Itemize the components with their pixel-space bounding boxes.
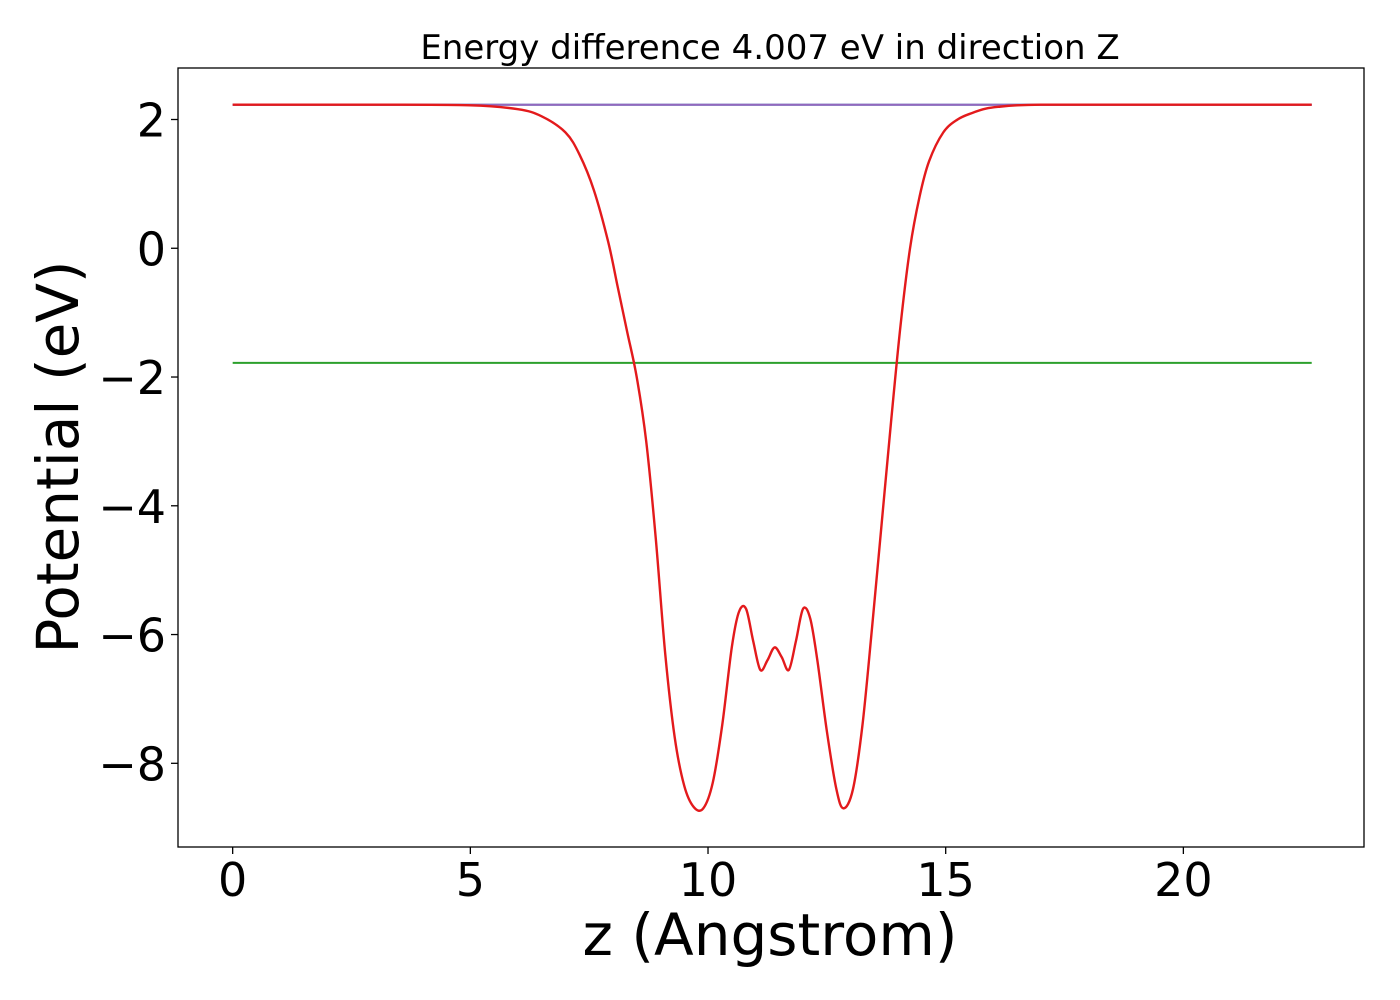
- x-tick-label: 20: [1154, 853, 1213, 907]
- plot-frame: [177, 67, 1365, 848]
- y-tick-label: 0: [137, 222, 166, 276]
- x-tick-label: 5: [456, 853, 485, 907]
- y-axis-label: Potential (eV): [24, 260, 92, 653]
- x-tick-label: 0: [218, 853, 247, 907]
- x-axis-label: z (Angstrom): [583, 901, 958, 969]
- y-tick-label: −2: [98, 351, 166, 405]
- plot-area: [232, 103, 1312, 812]
- y-tick-label: −4: [98, 480, 166, 534]
- y-tick-label: 2: [137, 94, 166, 148]
- x-tick-label: 15: [916, 853, 975, 907]
- x-tick-label: 10: [679, 853, 738, 907]
- y-tick-label: −6: [98, 609, 166, 663]
- y-tick-label: −8: [98, 737, 166, 791]
- series-line-4: [232, 103, 1312, 812]
- chart-title: Energy difference 4.007 eV in direction …: [420, 28, 1119, 68]
